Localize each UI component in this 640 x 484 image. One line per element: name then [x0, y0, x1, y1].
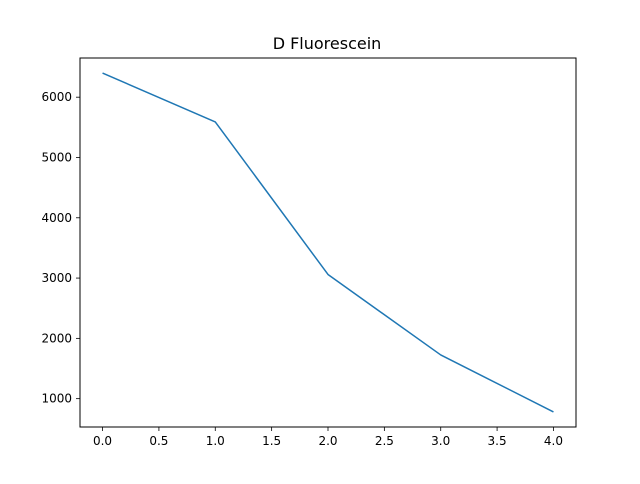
chart-title: D Fluorescein [273, 34, 382, 53]
y-tick-label: 2000 [41, 331, 72, 345]
x-axis: 0.0 0.5 1.0 1.5 2.0 2.5 3.0 3.5 4.0 [93, 427, 563, 448]
x-tick-label: 2.5 [375, 434, 394, 448]
x-tick-label: 1.5 [262, 434, 281, 448]
y-tick-label: 4000 [41, 211, 72, 225]
x-tick-label: 2.0 [318, 434, 337, 448]
x-tick-label: 0.5 [149, 434, 168, 448]
y-tick-label: 5000 [41, 150, 72, 164]
x-tick-label: 0.0 [93, 434, 112, 448]
x-tick-label: 3.0 [431, 434, 450, 448]
x-tick-label: 4.0 [544, 434, 563, 448]
y-tick-label: 6000 [41, 90, 72, 104]
plot-frame [80, 58, 576, 427]
y-tick-label: 1000 [41, 392, 72, 406]
plot-area [102, 73, 553, 412]
x-tick-label: 3.5 [488, 434, 507, 448]
y-axis: 1000 2000 3000 4000 5000 6000 [41, 90, 80, 405]
x-tick-label: 1.0 [206, 434, 225, 448]
series-line-0 [103, 73, 554, 412]
y-tick-label: 3000 [41, 271, 72, 285]
